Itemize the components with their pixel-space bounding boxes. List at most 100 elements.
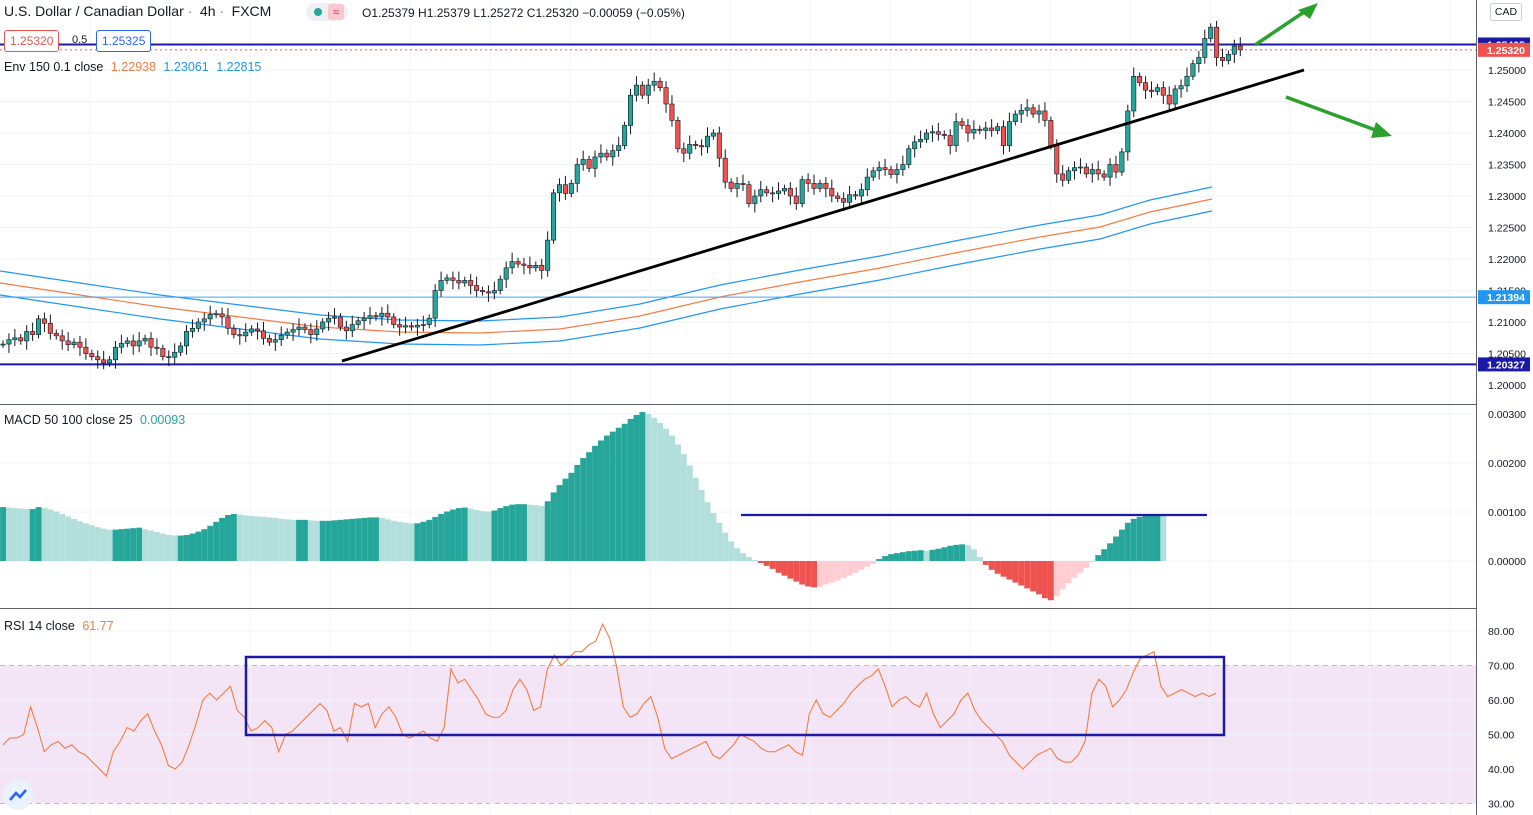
candle-body <box>734 183 740 189</box>
candle-body <box>829 188 835 197</box>
macd-bar <box>763 561 770 566</box>
candle-body <box>1066 170 1072 181</box>
macd-bar <box>532 505 539 561</box>
macd-bar <box>47 509 54 561</box>
candle-body <box>906 148 912 165</box>
rsi-label[interactable]: RSI 14 close <box>4 619 75 633</box>
candle-body <box>669 103 675 121</box>
candle-body <box>1072 167 1078 172</box>
macd-bar <box>722 532 729 561</box>
candle-body <box>716 132 722 159</box>
candle-body <box>574 164 580 184</box>
macd-bar <box>154 532 160 561</box>
uptrend-line[interactable] <box>341 68 1305 363</box>
rsi-tick-label: 70.00 <box>1488 661 1514 673</box>
macd-bar <box>657 422 664 561</box>
macd-bar <box>905 551 912 561</box>
macd-bar <box>165 535 172 561</box>
macd-bar <box>603 435 610 561</box>
candle-body <box>290 329 296 333</box>
bullish-arrow[interactable] <box>1254 8 1308 47</box>
macd-bar <box>420 521 427 561</box>
status-pill[interactable]: ≈ <box>306 3 348 21</box>
candle-body <box>71 341 77 345</box>
candle-body <box>219 313 225 318</box>
macd-bar <box>1083 561 1090 568</box>
rsi-legend[interactable]: RSI 14 close 61.77 <box>4 619 118 633</box>
candle-body <box>1107 164 1113 178</box>
currency-selector[interactable]: CAD <box>1490 3 1522 21</box>
candle-body <box>65 340 71 345</box>
macd-bar <box>100 528 107 561</box>
macd-bar <box>757 561 764 563</box>
candle-body <box>1237 45 1243 51</box>
user-drawings[interactable] <box>244 3 1392 737</box>
macd-bar <box>556 485 563 561</box>
candle-body <box>811 183 817 189</box>
macd-bar <box>1071 561 1078 578</box>
macd-bar <box>59 513 66 561</box>
horizontal-levels[interactable] <box>0 43 1476 366</box>
envelope-indicator <box>0 186 1213 346</box>
candle-body <box>118 343 124 348</box>
symbol-legend[interactable]: U.S. Dollar / Canadian Dollar · 4h · FXCM <box>4 3 272 19</box>
candle-body <box>314 328 320 335</box>
symbol-name[interactable]: U.S. Dollar / Canadian Dollar <box>4 3 184 19</box>
macd-tick-label: 0.00200 <box>1488 458 1526 470</box>
interval-label[interactable]: 4h <box>199 3 216 19</box>
rsi-range-box[interactable] <box>244 655 1226 737</box>
buy-price-button[interactable]: 1.25325 <box>96 30 152 52</box>
macd-bar <box>817 561 823 587</box>
macd-bar <box>704 502 711 561</box>
candle-body <box>480 290 486 293</box>
candle-body <box>1220 57 1226 61</box>
candle-body <box>349 324 355 332</box>
candle-body <box>509 261 515 269</box>
candle-body <box>568 183 574 194</box>
candle-body <box>184 331 190 347</box>
candle-body <box>628 94 634 126</box>
macd-bar <box>426 519 433 561</box>
price-axis[interactable]: 1.25000 1.24500 1.24000 1.23500 1.23000 1.225… <box>1477 0 1533 815</box>
env-label[interactable]: Env 150 0.1 close <box>4 60 104 74</box>
macd-bar <box>367 517 374 561</box>
macd-tick-label: 0.00100 <box>1488 507 1526 519</box>
macd-bar <box>29 509 36 561</box>
candle-body <box>817 183 823 189</box>
macd-bar <box>1053 561 1060 597</box>
env-legend[interactable]: Env 150 0.1 close 1.22938 1.23061 1.2281… <box>4 60 265 74</box>
macd-bar <box>219 517 226 561</box>
tradingview-logo-icon[interactable] <box>3 780 33 810</box>
macd-bar <box>633 414 640 561</box>
candle-body <box>1172 88 1178 105</box>
candle-body <box>124 340 130 344</box>
candle-body <box>343 326 349 332</box>
macd-bar <box>1059 561 1066 590</box>
env-value-lower: 1.22815 <box>216 60 262 74</box>
sell-price-button[interactable]: 1.25320 <box>4 30 60 52</box>
macd-bar <box>834 561 841 581</box>
macd-bar <box>1042 561 1048 599</box>
candle-body <box>870 170 876 178</box>
macd-bar <box>822 561 829 585</box>
macd-histogram <box>0 412 1167 601</box>
candle-body <box>385 312 391 318</box>
macd-label[interactable]: MACD 50 100 close 25 <box>4 413 133 427</box>
env-upper-band <box>0 186 1213 322</box>
candle-body <box>41 318 47 324</box>
candle-body <box>616 145 622 151</box>
price-tag <box>1478 357 1530 372</box>
macd-bar <box>621 423 628 561</box>
bearish-arrow[interactable] <box>1285 95 1379 133</box>
candle-body <box>781 188 787 192</box>
macd-bar <box>41 508 48 561</box>
macd-bar <box>663 428 670 561</box>
candle-body <box>468 280 474 286</box>
macd-bar <box>734 548 741 561</box>
macd-bar <box>911 550 918 561</box>
macd-bar <box>124 528 131 561</box>
macd-legend[interactable]: MACD 50 100 close 25 0.00093 <box>4 413 189 427</box>
candle-body <box>195 321 201 329</box>
